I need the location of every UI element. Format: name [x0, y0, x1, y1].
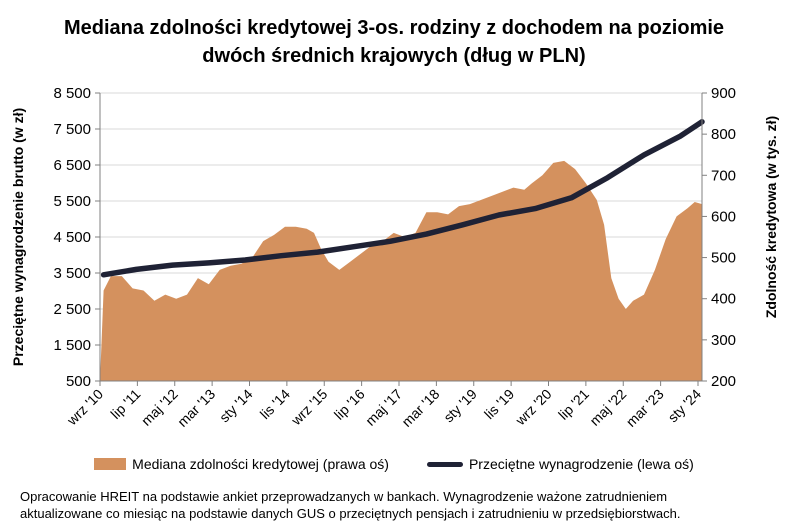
y-right-tick-label-6: 300 [711, 332, 736, 349]
x-tick-label-10: sty '19 [440, 386, 480, 426]
line-series-salary [100, 119, 705, 278]
area-series-capacity [100, 160, 702, 381]
legend-item-capacity: Mediana zdolności kredytowej (prawa oś) [94, 456, 389, 472]
footnote-line-2: aktualizowane co miesiąc na podstawie da… [20, 506, 681, 521]
legend-swatch-salary [426, 461, 463, 467]
y-right-tick-label-2: 700 [711, 167, 736, 184]
axes [95, 92, 707, 386]
legend-label-capacity: Mediana zdolności kredytowej (prawa oś) [132, 456, 389, 472]
x-tick-label-3: mar '13 [174, 386, 218, 430]
x-tick-label-12: wrz '20 [512, 386, 555, 429]
legend: Mediana zdolności kredytowej (prawa oś) … [0, 456, 788, 472]
legend-label-salary: Przeciętne wynagrodzenie (lewa oś) [468, 456, 694, 472]
x-tick-label-2: maj '12 [138, 386, 181, 429]
y-right-tick-label-7: 200 [711, 373, 736, 390]
footnote-line-1: Opracowanie HREIT na podstawie ankiet pr… [20, 489, 668, 504]
footnote: Opracowanie HREIT na podstawie ankiet pr… [20, 488, 780, 522]
y-left-tick-label-0: 8 500 [53, 85, 91, 102]
x-tick-label-6: wrz '15 [287, 386, 330, 429]
legend-swatch-capacity [94, 458, 127, 470]
area-series-layer [100, 160, 702, 381]
chart-title-line-1: Mediana zdolności kredytowej 3-os. rodzi… [63, 17, 725, 39]
y-right-tick-label-4: 500 [711, 250, 736, 267]
y-left-tick-label-7: 1 500 [53, 337, 91, 354]
y-left-tick-label-1: 7 500 [53, 121, 91, 138]
line-series-layer [100, 119, 705, 278]
x-tick-label-14: maj '22 [586, 386, 629, 429]
x-tick-label-8: maj '17 [362, 386, 405, 429]
y-right-tick-label-0: 900 [711, 85, 736, 102]
y-right-tick-label-1: 800 [711, 126, 736, 143]
x-tick-label-9: mar '18 [398, 386, 442, 430]
y-right-tick-label-5: 400 [711, 291, 736, 308]
x-tick-label-16: sty '24 [665, 386, 705, 426]
x-tick-label-0: wrz '10 [63, 386, 106, 429]
y-left-tick-label-8: 500 [66, 373, 91, 390]
chart-title: Mediana zdolności kredytowej 3-os. rodzi… [0, 14, 788, 70]
y-right-axis-title: Zdolność kredytowa (w tys. zł) [763, 116, 779, 318]
y-left-axis-title: Przeciętne wynagrodzenie brutto (w zł) [10, 108, 26, 366]
x-tick-label-15: mar '23 [623, 386, 667, 430]
chart-title-line-2: dwóch średnich krajowych (dług w PLN) [202, 45, 586, 67]
y-left-tick-label-6: 2 500 [53, 301, 91, 318]
y-left-tick-label-2: 6 500 [53, 157, 91, 174]
x-tick-label-4: sty '14 [216, 386, 256, 426]
y-right-tick-label-3: 600 [711, 208, 736, 225]
y-left-tick-label-4: 4 500 [53, 229, 91, 246]
legend-item-salary: Przeciętne wynagrodzenie (lewa oś) [426, 456, 694, 472]
y-left-tick-label-5: 3 500 [53, 265, 91, 282]
y-left-tick-label-3: 5 500 [53, 193, 91, 210]
